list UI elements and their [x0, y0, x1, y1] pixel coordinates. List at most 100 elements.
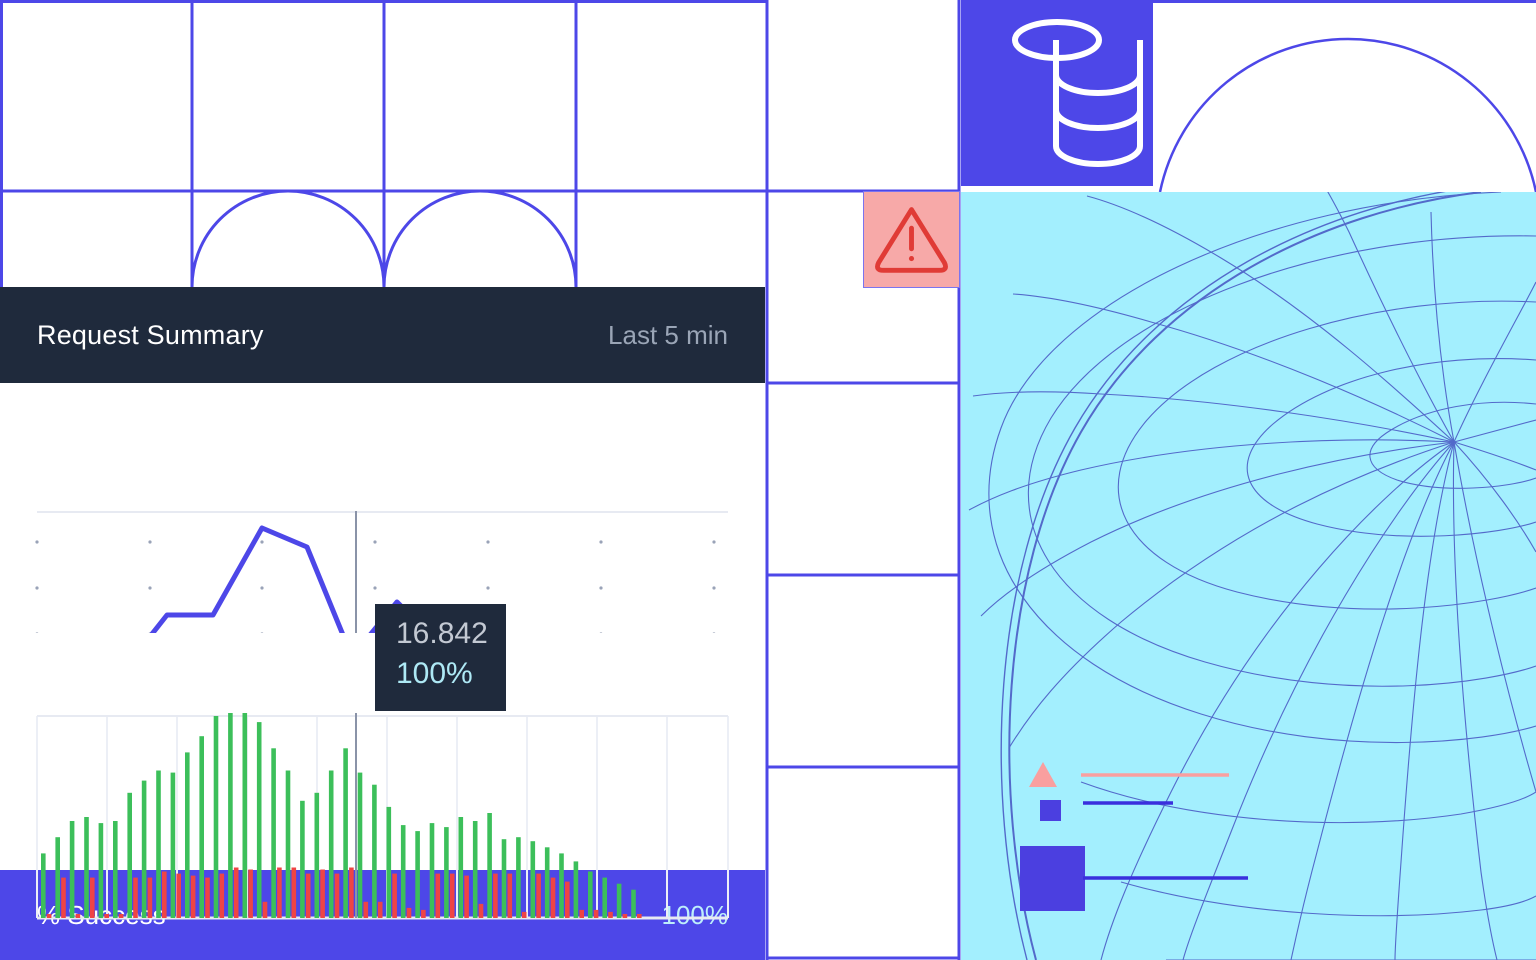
bar-success [170, 772, 176, 918]
card-header: Request Summary Last 5 min [0, 287, 765, 383]
bar-error [449, 873, 455, 918]
bar-success [41, 853, 46, 918]
bar-success [444, 827, 449, 918]
bar-success [127, 792, 132, 918]
bar-error [565, 881, 570, 918]
bar-success [372, 784, 377, 918]
bar-success [501, 839, 507, 918]
bar-success [55, 837, 60, 918]
bar-success [631, 889, 636, 918]
bar-error [190, 875, 196, 918]
bar-success [415, 831, 420, 918]
bar-error [291, 867, 297, 918]
bar-success [69, 821, 75, 918]
bar-error [406, 907, 412, 918]
bar-error [205, 877, 210, 918]
bar-success [314, 792, 320, 918]
bar-error [507, 873, 513, 918]
line-series-requests [149, 525, 432, 633]
bar-success [185, 752, 190, 918]
bar-success [458, 817, 464, 918]
bar-success [487, 813, 492, 918]
globe-legend-shapes [1020, 762, 1248, 911]
legend-triangle-marker [1029, 762, 1057, 787]
bar-error [248, 869, 253, 918]
bar-error [464, 875, 469, 918]
bar-success [559, 853, 564, 918]
bar-success [328, 770, 334, 918]
bar-success [271, 748, 276, 918]
bar-chart[interactable] [0, 713, 765, 943]
database-tile [961, 0, 1153, 186]
bar-error [75, 914, 81, 918]
bar-error [363, 901, 369, 918]
bar-error [233, 867, 239, 918]
bar-success [429, 823, 435, 918]
bar-success [343, 748, 348, 918]
bar-error [305, 873, 311, 918]
bar-error [536, 873, 541, 918]
bar-error [118, 914, 124, 918]
bar-success [156, 770, 161, 918]
bar-success [386, 806, 392, 918]
bar-error [478, 903, 484, 918]
bar-error [579, 909, 584, 918]
bar-success [602, 877, 607, 918]
bar-success [516, 837, 521, 918]
bar-success [357, 772, 363, 918]
bar-success [472, 821, 478, 918]
bar-success [573, 861, 579, 918]
globe-panel [961, 192, 1536, 960]
bar-series-group [41, 713, 642, 918]
bar-error [133, 877, 138, 918]
bar-success [285, 770, 291, 918]
bar-error [435, 873, 441, 918]
bar-error [61, 877, 66, 918]
globe-wireframe [968, 192, 1536, 960]
bar-success [113, 821, 118, 918]
line-chart[interactable] [0, 383, 765, 633]
bar-error [349, 867, 354, 918]
warning-tile [863, 191, 960, 288]
bar-error [277, 867, 282, 918]
database-icon [1012, 19, 1143, 167]
page-title: Request Summary [37, 319, 264, 350]
bar-error [608, 911, 613, 918]
tooltip-value: 16.842 [396, 617, 488, 650]
bar-error [493, 873, 498, 918]
tooltip-percent: 100% [396, 657, 473, 690]
bar-error [262, 901, 268, 918]
bar-error [550, 877, 556, 918]
bar-success [228, 713, 233, 918]
bar-grid [36, 716, 729, 918]
bar-success [84, 817, 89, 918]
bar-success [141, 780, 147, 918]
bar-error [90, 877, 95, 918]
bar-error [521, 911, 527, 918]
request-summary-card: Request Summary Last 5 min [0, 287, 765, 960]
warning-triangle-icon [875, 207, 948, 273]
bar-error [219, 873, 225, 918]
bar-success [256, 722, 262, 918]
legend-square-small [1040, 800, 1061, 821]
bar-error [593, 909, 599, 918]
bar-error [147, 877, 153, 918]
bar-success [400, 825, 406, 918]
card-body: 16.842 100% [0, 383, 765, 920]
bar-error [334, 873, 340, 918]
bar-error [377, 901, 383, 918]
bar-success [199, 736, 204, 918]
bar-error [176, 873, 181, 918]
bar-error [637, 914, 642, 918]
bar-success [242, 713, 248, 918]
bar-success [588, 871, 593, 918]
time-range-label[interactable]: Last 5 min [608, 319, 728, 350]
bar-success [544, 847, 550, 918]
success-rate-value: 100% [661, 899, 729, 930]
bar-error [421, 909, 426, 918]
bar-success [530, 841, 536, 918]
bar-success [98, 823, 104, 918]
bar-success [616, 883, 622, 918]
bar-error [392, 873, 397, 918]
